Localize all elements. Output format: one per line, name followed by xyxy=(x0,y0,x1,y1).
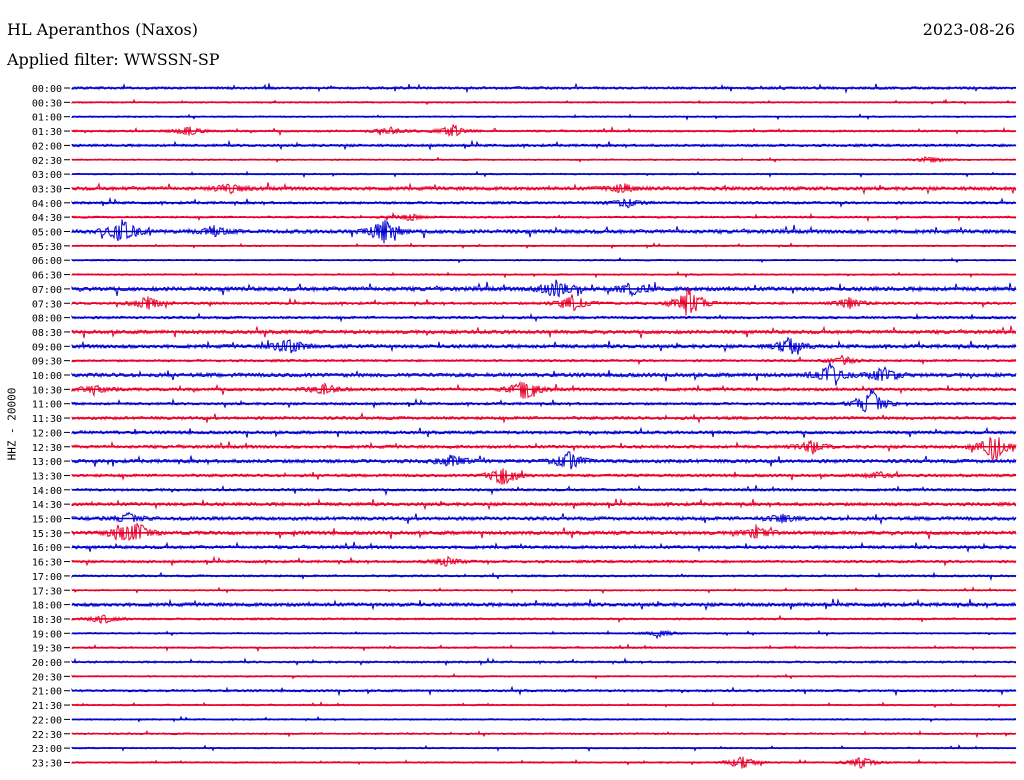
row-time-label: 12:00 xyxy=(32,428,62,439)
row-time-label: 01:30 xyxy=(32,127,62,138)
row-time-label: 01:00 xyxy=(32,113,62,124)
row-time-label: 06:30 xyxy=(32,271,62,282)
row-time-label: 08:30 xyxy=(32,328,62,339)
row-time-label: 09:30 xyxy=(32,357,62,368)
filter-label: Applied filter: WWSSN-SP xyxy=(7,50,220,69)
row-time-label: 15:30 xyxy=(32,529,62,540)
row-time-label: 00:00 xyxy=(32,84,62,95)
seismic-trace xyxy=(71,437,1017,461)
row-time-label: 18:30 xyxy=(32,615,62,626)
row-time-label: 03:00 xyxy=(32,170,62,181)
station-title: HL Aperanthos (Naxos) xyxy=(7,20,198,39)
row-time-label: 04:30 xyxy=(32,213,62,224)
row-time-label: 10:00 xyxy=(32,371,62,382)
row-time-label: 13:30 xyxy=(32,471,62,482)
row-time-label: 09:00 xyxy=(32,342,62,353)
row-time-label: 04:00 xyxy=(32,199,62,210)
row-time-label: 21:00 xyxy=(32,687,62,698)
row-time-label: 19:30 xyxy=(32,644,62,655)
row-time-label: 11:00 xyxy=(32,400,62,411)
seismic-trace xyxy=(71,522,1017,542)
row-time-label: 21:30 xyxy=(32,701,62,712)
row-time-label: 11:30 xyxy=(32,414,62,425)
row-time-label: 22:30 xyxy=(32,730,62,741)
row-time-label: 06:00 xyxy=(32,256,62,267)
row-time-label: 08:00 xyxy=(32,314,62,325)
row-time-label: 17:00 xyxy=(32,572,62,583)
seismic-trace xyxy=(71,325,1017,339)
row-time-label: 13:00 xyxy=(32,457,62,468)
row-time-label: 10:30 xyxy=(32,385,62,396)
row-time-label: 18:00 xyxy=(32,601,62,612)
row-time-label: 07:30 xyxy=(32,299,62,310)
row-time-label: 23:30 xyxy=(32,758,62,769)
seismic-trace xyxy=(71,468,1016,485)
seismic-trace xyxy=(71,380,1017,399)
seismic-trace xyxy=(71,450,1017,470)
row-time-label: 03:30 xyxy=(32,184,62,195)
row-time-label: 16:30 xyxy=(32,558,62,569)
row-time-label: 14:00 xyxy=(32,486,62,497)
row-time-label: 12:30 xyxy=(32,443,62,454)
row-time-label: 22:00 xyxy=(32,715,62,726)
row-time-label: 07:00 xyxy=(32,285,62,296)
row-time-label: 20:30 xyxy=(32,672,62,683)
row-time-label: 17:30 xyxy=(32,586,62,597)
row-time-label: 20:00 xyxy=(32,658,62,669)
row-time-label: 19:00 xyxy=(32,629,62,640)
row-time-label: 05:30 xyxy=(32,242,62,253)
row-time-label: 02:00 xyxy=(32,141,62,152)
seismic-trace xyxy=(71,124,1017,137)
row-time-label: 14:30 xyxy=(32,500,62,511)
row-time-label: 05:00 xyxy=(32,228,62,239)
row-time-label: 00:30 xyxy=(32,98,62,109)
seismic-trace xyxy=(71,288,1017,316)
row-time-label: 23:00 xyxy=(32,744,62,755)
row-time-label: 02:30 xyxy=(32,156,62,167)
row-time-label: 15:00 xyxy=(32,515,62,526)
seismic-trace xyxy=(71,629,1017,640)
date-label: 2023-08-26 xyxy=(922,20,1015,39)
row-time-label: 16:00 xyxy=(32,543,62,554)
